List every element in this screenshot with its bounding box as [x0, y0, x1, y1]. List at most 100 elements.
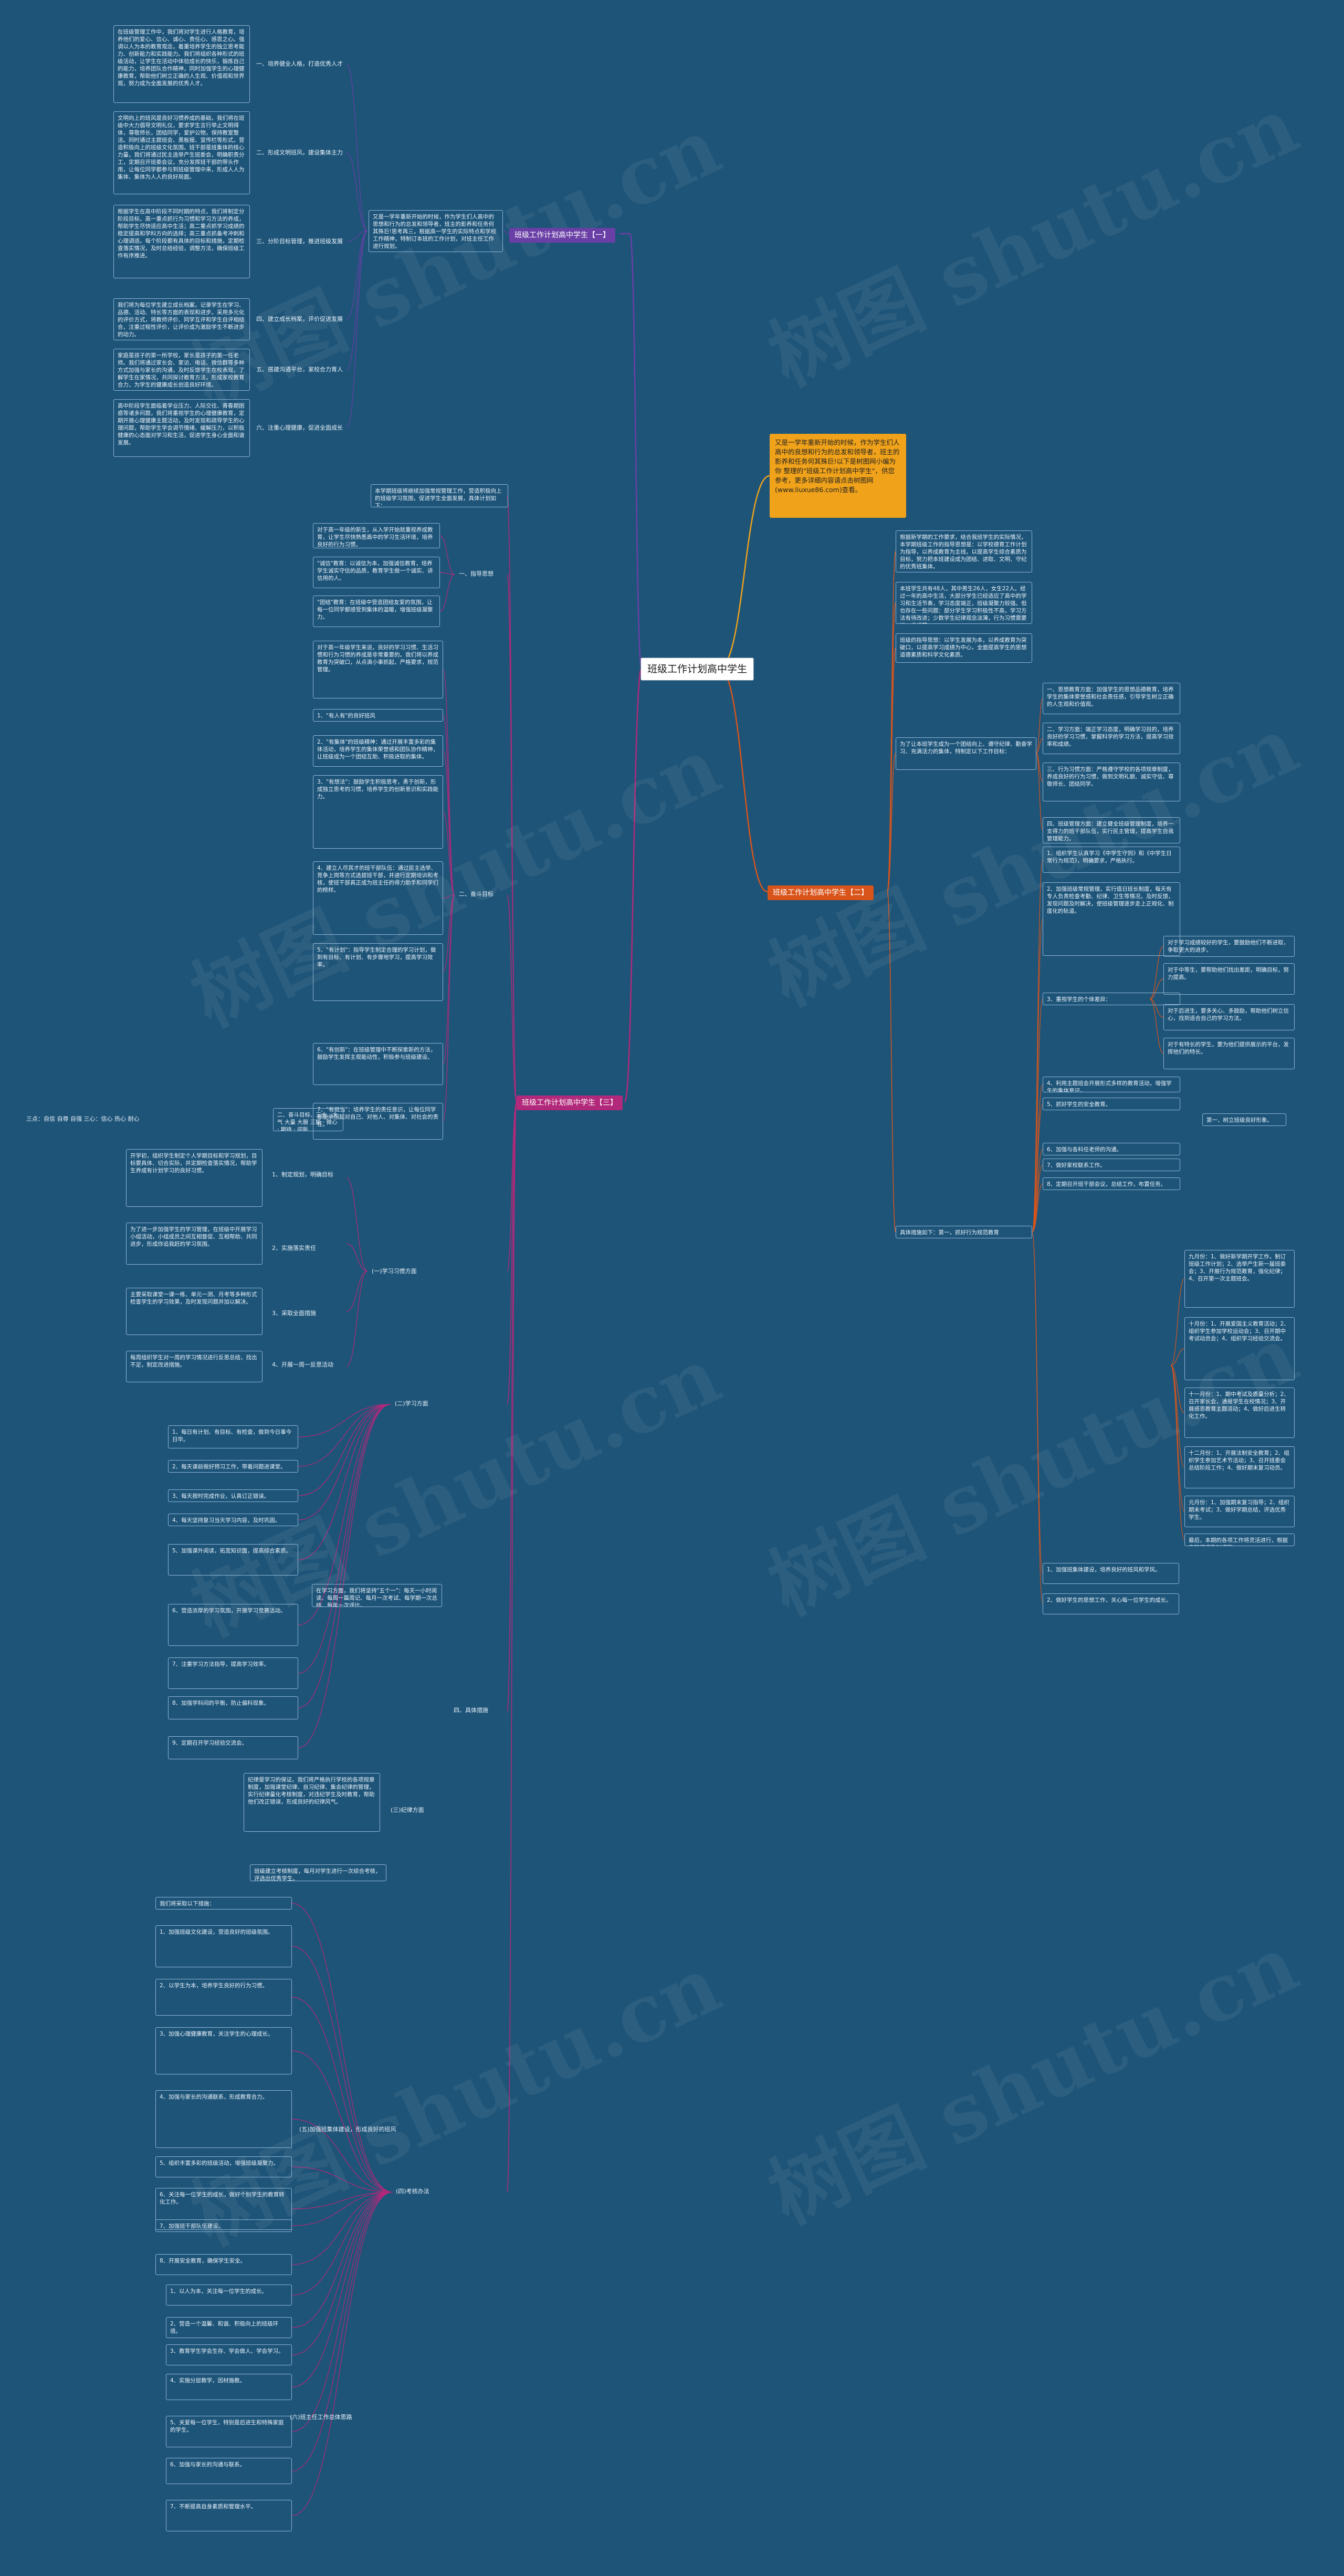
- b2monthly-item: 九月份：1、做好新学期开学工作，制订班级工作计划；2、选举产生新一届班委会；3、…: [1184, 1250, 1295, 1308]
- intro-note: 又是一学年重新开始的时候，作为学生们人高中的良想和行为的总发和领导者，班主的影养…: [770, 434, 906, 518]
- connector-line: [291, 2192, 393, 2387]
- b3s7-item: 我们将采取以下措施：: [155, 1897, 292, 1910]
- b3s3-item: 为了进一步加强学生的学习管理，在班级中开展学习小组活动，小组成员之间互相督促、互…: [126, 1223, 262, 1265]
- b1items-label[interactable]: 五、搭建沟通平台，家校合力育人: [256, 366, 343, 373]
- b2extra-item: 2、做好学生的思想工作，关心每一位学生的成长。: [1043, 1593, 1179, 1614]
- b3-s7-label[interactable]: (四)考核办法: [396, 2188, 429, 2195]
- connector-line: [298, 1404, 391, 1437]
- b3s2-item: 6、"有创新"：在班级管理中不断探索新的方法，鼓励学生发挥主观能动性，积极参与班…: [313, 1043, 443, 1085]
- b1items-label[interactable]: 四、建立成长档案，评价促进发展: [256, 316, 343, 322]
- connector-line: [719, 667, 768, 893]
- connector-line: [291, 2192, 393, 2516]
- b1items-item: 家庭是孩子的第一所学校，家长是孩子的第一任老师。我们将通过家长会、家访、电话、微…: [113, 349, 250, 391]
- b3-s4-label[interactable]: (二)学习方面: [395, 1400, 428, 1407]
- connector-line: [298, 1404, 391, 1748]
- b2goals-item: 三、行为习惯方面：严格遵守学校的各项规章制度，养成良好的行为习惯，做到文明礼貌、…: [1043, 763, 1180, 801]
- b2-measures-label: 具体措施如下：第一，抓好行为规范教育: [896, 1226, 1032, 1238]
- b3-s3-label[interactable]: (一)学习习惯方面: [372, 1268, 417, 1275]
- b3-s7-mid2[interactable]: (六)班主任工作总体思路: [290, 2414, 352, 2421]
- branch-2-title[interactable]: 班级工作计划高中学生【二】: [768, 885, 874, 900]
- connector-line: [291, 2192, 393, 2296]
- b2goals-item: 二、学习方面：端正学习态度，明确学习目的，培养良好的学习习惯，掌握科学的学习方法…: [1043, 723, 1180, 754]
- b3s7last-item: 7、不断提高自身素质和管理水平。: [166, 2500, 292, 2531]
- connector-line: [443, 894, 455, 1122]
- b3s7-item: 7、加强班干部队伍建设。: [155, 2219, 292, 2232]
- b3s3-label[interactable]: 4、开展一周一反思活动: [272, 1361, 333, 1368]
- b3-s2-side-left: 三点：自信 自尊 自强 三心：信心 热心 耐心: [26, 1115, 140, 1122]
- connector-line: [1170, 1348, 1185, 1366]
- b2measures-item: 7、做好家校联系工作。: [1043, 1159, 1180, 1171]
- connector-line: [507, 1101, 517, 1405]
- b3s7-item: 5、组织丰富多彩的班级活动，增强班级凝聚力。: [155, 2156, 292, 2177]
- connector-line: [346, 1270, 368, 1367]
- connector-line: [291, 2192, 393, 2432]
- b3-s5-label[interactable]: (三)纪律方面: [391, 1807, 424, 1813]
- connector-line: [1170, 1365, 1185, 1468]
- connector-line: [346, 1270, 368, 1312]
- branch-3-title[interactable]: 班级工作计划高中学生【三】: [517, 1096, 623, 1110]
- b3-s1-label[interactable]: 一、指导思想: [459, 570, 494, 577]
- connector-line: [443, 894, 455, 899]
- connector-line: [298, 1404, 391, 1560]
- b3s1-item: "诚信"教育：以诚信为本，加强诚信教育，培养学生诚实守信的品质，教育学生做一个诚…: [313, 557, 440, 588]
- b1items-label[interactable]: 三、分阶目标管理，推进班级发展: [256, 238, 343, 245]
- root-topic[interactable]: 班级工作计划高中学生: [640, 658, 754, 681]
- b3s1-item: 对于高一年级的新生，从入学开始就重视养成教育，让学生尽快熟悉高中的学习生活环境，…: [313, 523, 440, 548]
- connector-line: [624, 667, 643, 1103]
- b2sub-item: 对于有特长的学生，要为他们提供展示的平台，发挥他们的特长。: [1163, 1038, 1295, 1069]
- connector-line: [291, 2192, 393, 2471]
- b3s3-label[interactable]: 3、采取全面措施: [272, 1310, 316, 1317]
- b3s3-label[interactable]: 1、制定规划，明确目标: [272, 1171, 333, 1178]
- connector-line: [291, 2192, 393, 2209]
- b2measures-item: 6、加强与各科任老师的沟通。: [1043, 1143, 1180, 1155]
- connector-line: [887, 753, 896, 892]
- connector-line: [719, 475, 770, 669]
- connector-line: [507, 1101, 517, 2193]
- branch-1-title[interactable]: 班级工作计划高中学生【一】: [509, 228, 615, 243]
- connector-line: [1036, 753, 1043, 783]
- connector-line: [1032, 1164, 1043, 1233]
- connector-line: [291, 1997, 393, 2193]
- b2measures-item: 4、利用主题班会开展形式多样的教育活动，增强学生的集体意识。: [1043, 1077, 1180, 1092]
- b3s7last-item: 5、关爱每一位学生，特别是后进生和特殊家庭的学生。: [166, 2416, 292, 2447]
- b2-para-2: 本班学生共有48人，其中男生26人，女生22人。经过一年的高中生活，大部分学生已…: [896, 582, 1032, 624]
- connector-line: [1032, 1232, 1043, 1604]
- b3-s7-mid[interactable]: (五)加强班集体建设，形成良好的班风: [299, 2126, 396, 2133]
- b3s2-item: 4、建立人尽其才的班干部队伍：通过民主选举、竞争上岗等方式选拔班干部，并进行定期…: [313, 861, 443, 935]
- connector-line: [291, 2119, 393, 2193]
- b3-s6-label[interactable]: 四、具体措施: [454, 1707, 488, 1714]
- connector-line: [1036, 753, 1043, 831]
- b3-summary: 本学期班级将继续加强常规管理工作，营造积极向上的班级学习氛围，促进学生全面发展，…: [371, 484, 508, 507]
- b1items-label[interactable]: 六、注重心理健康，促进全面成长: [256, 424, 343, 431]
- connector-line: [1032, 919, 1043, 1233]
- connector-line: [443, 894, 455, 973]
- b3s3-label[interactable]: 2、实施落实责任: [272, 1245, 316, 1252]
- b1items-label[interactable]: 一、培养健全人格，打造优秀人才: [256, 60, 343, 67]
- connector-line: [298, 1404, 391, 1674]
- connector-line: [1149, 978, 1164, 999]
- b3s7-item: 1、加强班级文化建设，营造良好的班级氛围。: [155, 1925, 292, 1967]
- b2extra-item: 1、加强班集体建设，培养良好的班风和学风。: [1043, 1563, 1179, 1584]
- b3s3-item: 主要采取课堂一课一练、单元一测、月考等多种形式检查学生的学习效果，及时发现问题并…: [126, 1288, 262, 1335]
- b3s2-item: 对于高一年级学生来说，良好的学习习惯、生活习惯和行为习惯的养成是非常重要的。我们…: [313, 641, 443, 698]
- b1items-item: 我们将为每位学生建立成长档案，记录学生在学习、品德、活动、特长等方面的表现和进步…: [113, 298, 250, 340]
- b3s2-item: 2、"有集体"的班级精神：通过开展丰富多彩的集体活动，培养学生的集体荣誉感和团队…: [313, 735, 443, 767]
- connector-line: [1036, 698, 1043, 754]
- b1items-item: 在班级管理工作中，我们将对学生进行人格教育，培养他们的爱心、信心、诚心、责任心、…: [113, 25, 250, 103]
- b3-s2-label[interactable]: 二、奋斗目标: [459, 891, 494, 898]
- b1items-label[interactable]: 二、形成文明班风，建设集体主力: [256, 149, 343, 156]
- b2measures-item: 3、重视学生的个体差异：: [1043, 993, 1180, 1005]
- connector-line: [443, 669, 455, 895]
- connector-line: [507, 894, 517, 1102]
- b2goals-item: 一、思想教育方面：加强学生的思想品德教育，培养学生的集体荣誉感和社会责任感，引导…: [1043, 683, 1180, 714]
- connector-line: [346, 231, 368, 370]
- b3s4-item: 5、加强课外阅读，拓宽知识面，提高综合素质。: [168, 1544, 298, 1576]
- b1items-item: 文明向上的班风是良好习惯养成的基础，我们将在班级中大力倡导文明礼仪，要求学生言行…: [113, 111, 250, 194]
- connector-line: [291, 2050, 393, 2193]
- connector-line: [1149, 946, 1164, 999]
- b3s4-item: 2、每天课前做好预习工作，带着问题进课堂。: [168, 1460, 298, 1473]
- b2measures-item: 2、加强班级常规管理，实行值日班长制度，每天有专人负责检查考勤、纪律、卫生等情况…: [1043, 882, 1180, 956]
- connector-line: [298, 1404, 391, 1467]
